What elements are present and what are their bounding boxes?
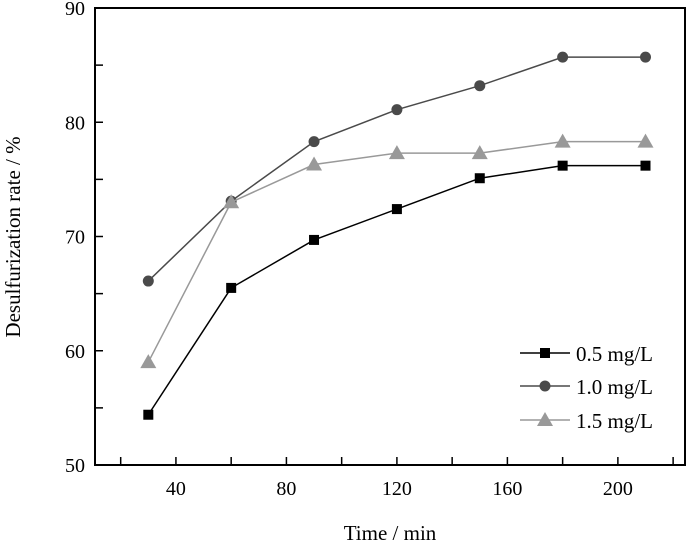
- data-point: [640, 160, 651, 171]
- legend-label: 1.5 mg/L: [576, 409, 653, 433]
- series-line: [147, 140, 646, 363]
- x-tick-label: 40: [166, 478, 186, 500]
- series-0-5-mg-l: [143, 160, 651, 420]
- y-tick-label: 50: [65, 455, 85, 477]
- x-tick-label: 200: [603, 478, 633, 500]
- data-point: [391, 204, 402, 215]
- data-point: [640, 51, 652, 63]
- data-point: [309, 234, 320, 245]
- data-point: [391, 104, 403, 116]
- legend-item: 1.5 mg/L: [520, 409, 653, 433]
- legend-label: 0.5 mg/L: [576, 342, 653, 366]
- data-point: [637, 133, 654, 148]
- x-axis-label: Time / min: [344, 521, 437, 545]
- x-tick-label: 120: [382, 478, 412, 500]
- data-point: [474, 173, 485, 184]
- legend: 0.5 mg/L 1.0 mg/L 1.5 mg/L: [520, 342, 653, 433]
- data-point: [554, 133, 571, 148]
- legend-marker: [540, 348, 550, 358]
- x-tick-label: 160: [492, 478, 522, 500]
- data-point: [143, 409, 154, 420]
- data-point: [557, 51, 569, 63]
- legend-label: 1.0 mg/L: [576, 375, 653, 399]
- data-point: [308, 136, 320, 148]
- series-1-0-mg-l: [142, 51, 652, 287]
- data-point: [142, 275, 154, 287]
- series-1-5-mg-l: [140, 133, 654, 369]
- y-tick-label: 90: [65, 0, 85, 20]
- data-point: [223, 194, 240, 209]
- y-tick-label: 80: [65, 112, 85, 134]
- series-line: [147, 164, 646, 416]
- data-point: [388, 145, 405, 160]
- data-point: [471, 145, 488, 160]
- y-axis-label: Desulfurization rate / %: [1, 136, 25, 337]
- data-point: [474, 80, 486, 92]
- y-tick-label: 70: [65, 227, 85, 249]
- x-tick-label: 80: [276, 478, 296, 500]
- data-point: [306, 156, 323, 171]
- data-point: [557, 160, 568, 171]
- legend-marker: [537, 412, 553, 426]
- legend-item: 0.5 mg/L: [520, 342, 653, 366]
- axes: 40 80 120 160 200 50 60 70 80 90: [65, 0, 686, 500]
- data-point: [226, 282, 237, 293]
- legend-item: 1.0 mg/L: [520, 375, 653, 399]
- data-point: [140, 354, 157, 369]
- series-line: [147, 56, 646, 282]
- y-tick-label: 60: [65, 341, 85, 363]
- legend-marker: [539, 380, 551, 392]
- series-group: [140, 51, 654, 420]
